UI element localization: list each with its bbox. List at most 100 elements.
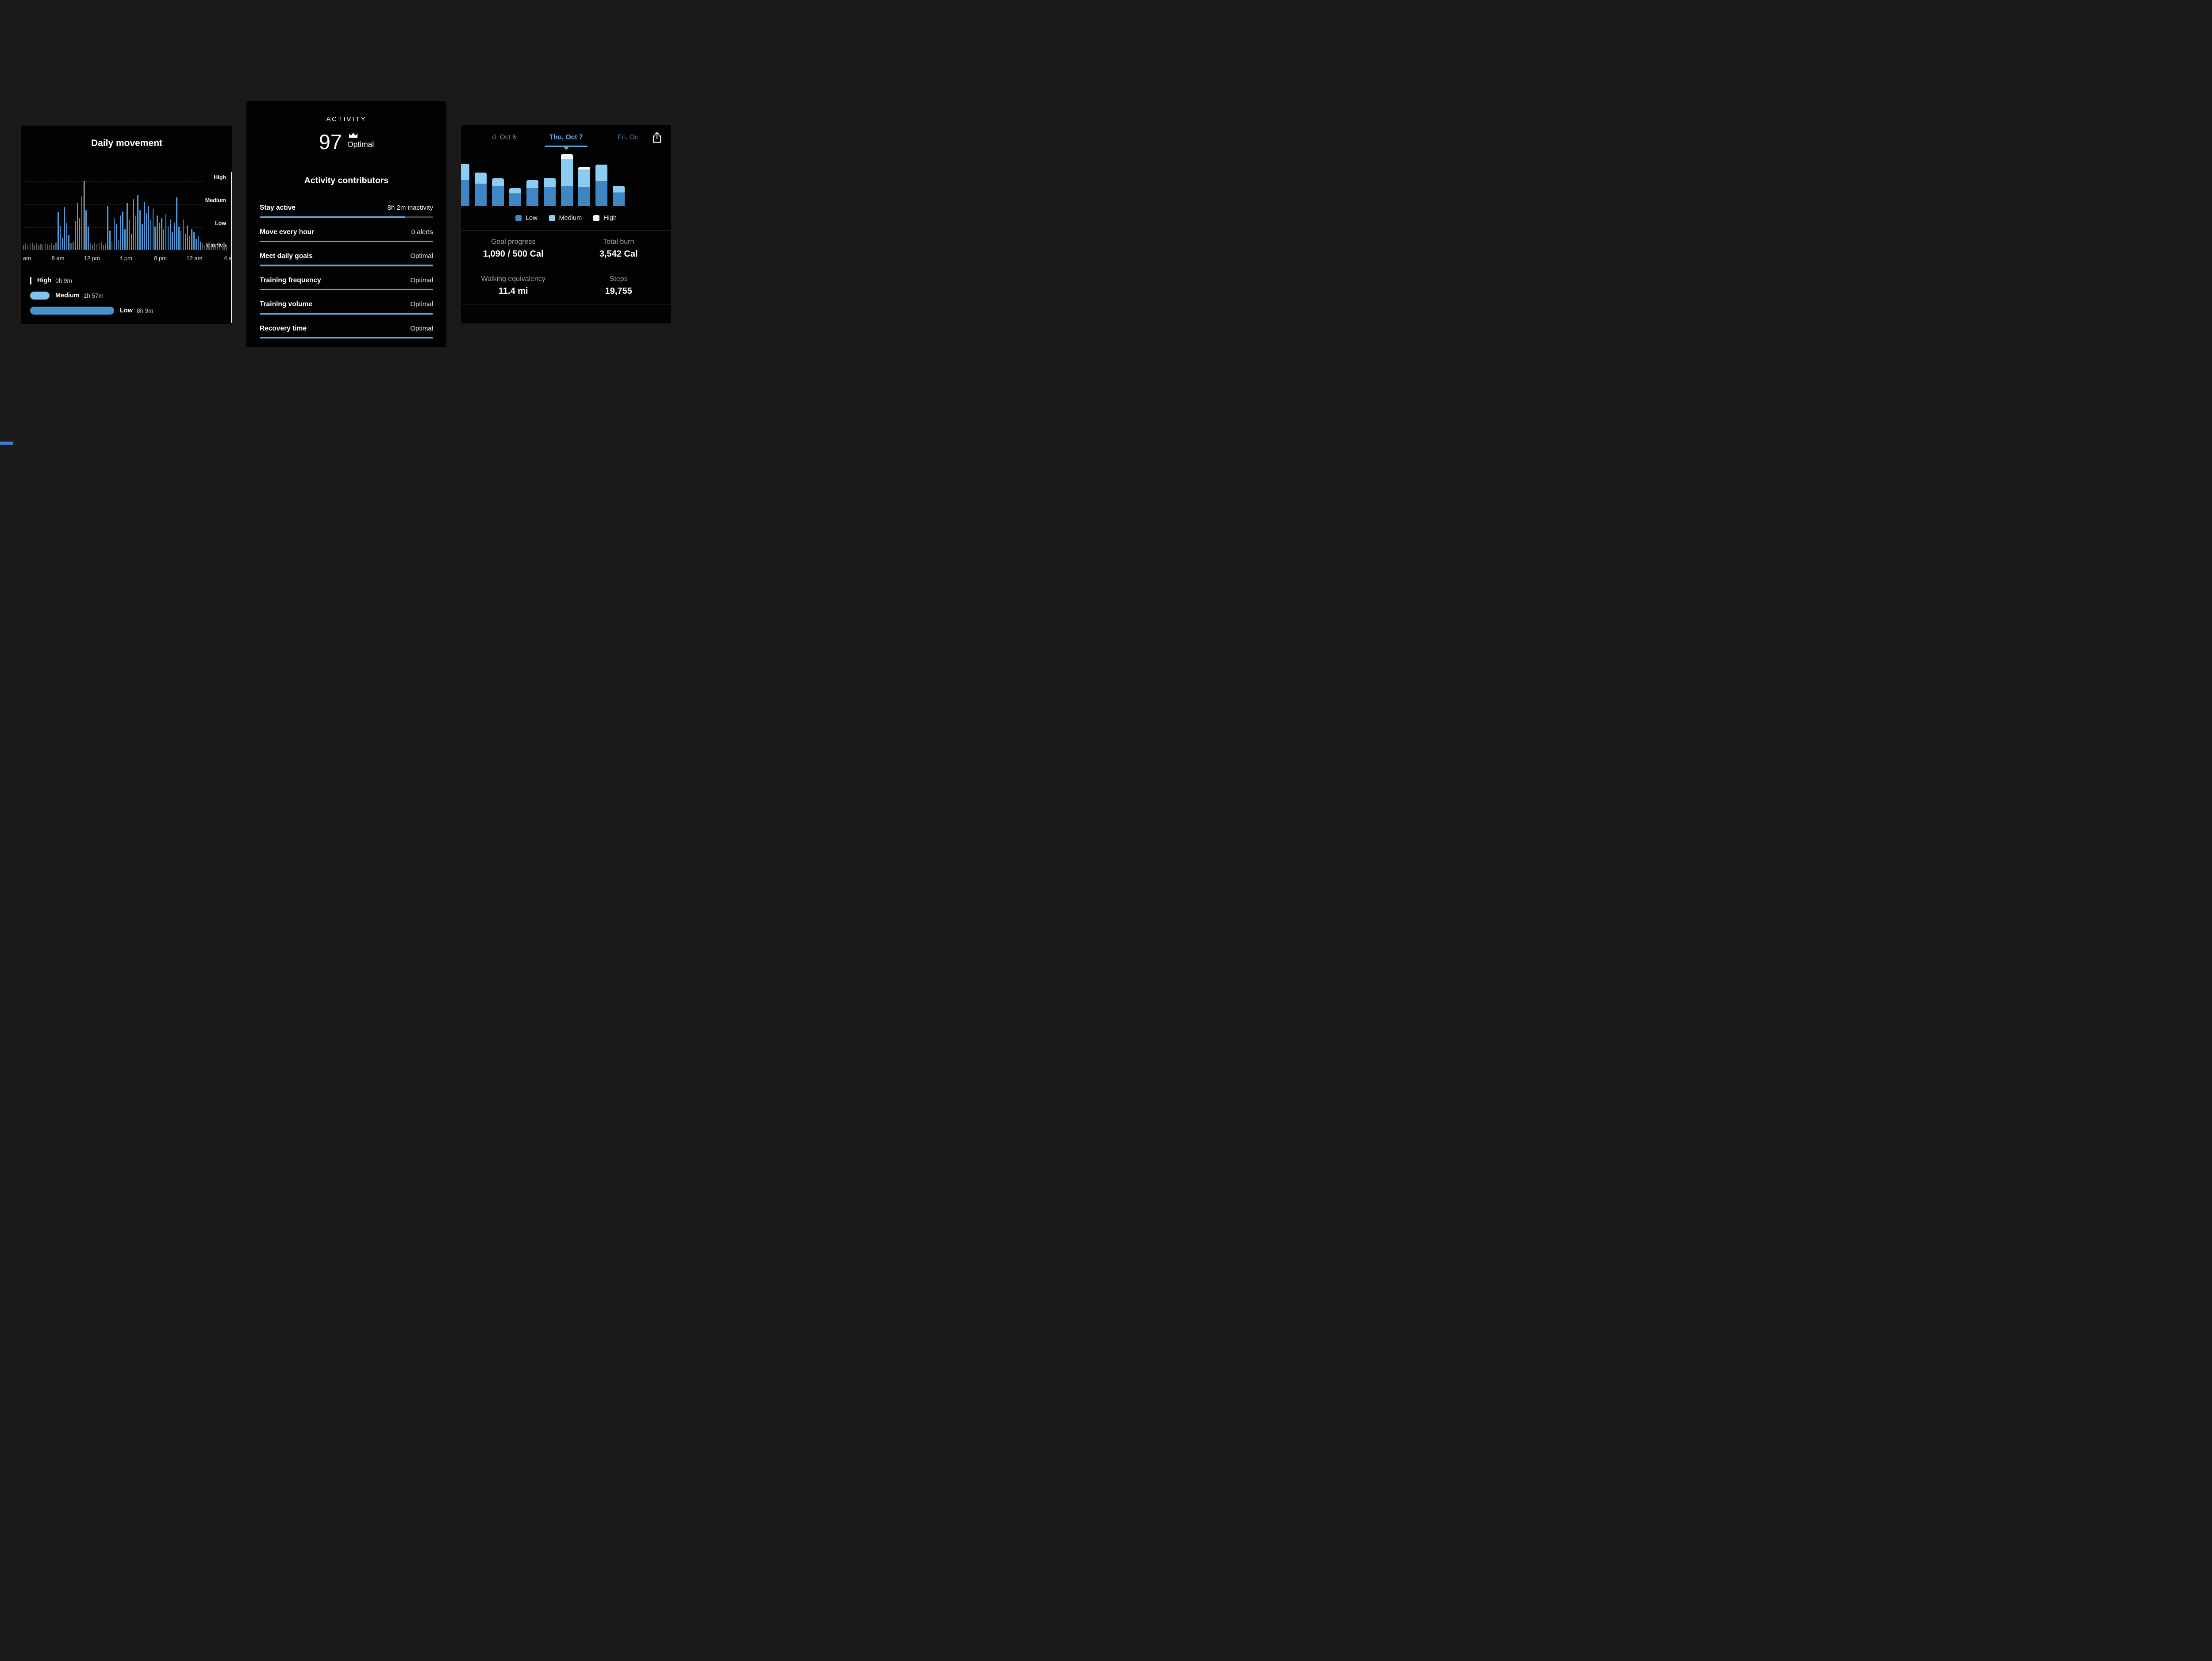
bar-segment-medium (475, 173, 487, 184)
movement-bar (61, 238, 63, 250)
bar-segment-low (492, 186, 504, 206)
movement-bar (197, 236, 199, 250)
medium-swatch (549, 215, 555, 221)
movement-bar (161, 218, 162, 250)
contributor-label: Training volume (260, 300, 312, 308)
contributor-progress-track (260, 216, 433, 218)
movement-bar (83, 181, 85, 250)
x-axis-label: 12 am (186, 255, 203, 261)
movement-bar (109, 231, 111, 250)
contributor-progress-track (260, 337, 433, 338)
movement-bar (159, 223, 160, 250)
movement-bar (64, 207, 65, 250)
bar-segment-medium (561, 159, 573, 186)
bar-segment-high (561, 154, 573, 159)
x-axis-label: 4 a (224, 255, 232, 261)
movement-bar (94, 242, 96, 250)
weekly-tabs: d, Oct 6 Thu, Oct 7 Fri, Oc (461, 134, 671, 142)
movement-bar (213, 243, 214, 250)
daily-movement-chart: High Medium Low Inactive (23, 172, 229, 250)
movement-bar (127, 203, 128, 250)
stat-walking-equivalency: Walking equivalency 11.4 mi (461, 267, 566, 304)
movement-bar (34, 245, 35, 250)
tab-selected-day[interactable]: Thu, Oct 7 (549, 134, 583, 141)
contributor-row[interactable]: Move every hour 0 alerts (260, 228, 433, 242)
movement-bar (107, 206, 108, 250)
contributor-label: Move every hour (260, 228, 315, 236)
stacked-bar[interactable] (613, 186, 625, 206)
movement-bar (219, 243, 221, 250)
movement-bar (204, 245, 206, 250)
movement-bar (70, 243, 72, 250)
stat-label: Goal progress (491, 238, 536, 246)
movement-bar (226, 245, 227, 250)
tab-next-day[interactable]: Fri, Oc (618, 134, 638, 141)
stat-label: Walking equivalency (481, 275, 545, 283)
movement-bar (152, 208, 154, 250)
stat-label: Steps (609, 275, 628, 283)
stat-value: 19,755 (605, 286, 632, 296)
bar-segment-medium (492, 178, 504, 186)
movement-bar (46, 244, 48, 250)
contributor-row[interactable]: Meet daily goals Optimal (260, 252, 433, 266)
stat-steps: Steps 19,755 (566, 267, 671, 304)
stacked-bar[interactable] (461, 164, 469, 206)
movement-bar (55, 242, 57, 250)
movement-bar (215, 244, 216, 250)
contributor-value: 8h 2m inactivity (387, 204, 433, 211)
movement-bar (51, 243, 52, 250)
legend-item-medium: Medium (549, 215, 582, 222)
x-axis-label: 8 am (51, 255, 65, 261)
legend-item-medium: Medium 1h 57m (30, 291, 154, 300)
daily-movement-card: Daily movement High Medium Low Inactive … (21, 126, 232, 324)
movement-bar (111, 242, 113, 250)
contributor-row[interactable]: Training frequency Optimal (260, 276, 433, 290)
bar-segment-medium (509, 188, 521, 193)
bar-segment-medium (461, 164, 469, 180)
movement-bar (68, 235, 69, 250)
movement-bar (182, 219, 184, 250)
movement-bar (81, 196, 83, 250)
contributor-row[interactable]: Recovery time Optimal (260, 325, 433, 338)
scroll-indicator[interactable] (230, 172, 232, 323)
stat-value: 1,090 / 500 Cal (483, 249, 544, 259)
contributor-row[interactable]: Stay active 8h 2m inactivity (260, 204, 433, 218)
contributor-row[interactable]: Training volume Optimal (260, 300, 433, 315)
medium-swatch (30, 292, 50, 300)
movement-bar (85, 210, 87, 250)
movement-bar (120, 215, 121, 250)
movement-bar (167, 227, 169, 250)
movement-bar (189, 236, 190, 250)
x-axis-label: 4 pm (119, 255, 132, 261)
activity-score-block: 97 Optimal (246, 131, 446, 152)
movement-bar (103, 245, 104, 250)
movement-bar (88, 227, 89, 250)
movement-bar (27, 245, 29, 250)
movement-bar (98, 243, 100, 250)
tab-prev-day[interactable]: d, Oct 6 (492, 134, 516, 141)
legend-label: High (37, 277, 52, 284)
movement-bar (208, 242, 210, 250)
movement-bar (178, 227, 180, 250)
movement-bar (66, 223, 68, 250)
stacked-bar[interactable] (544, 178, 556, 206)
movement-bar (29, 244, 31, 250)
contributor-value: Optimal (410, 276, 433, 284)
movement-bar (163, 229, 165, 250)
stacked-bar[interactable] (509, 188, 521, 206)
movement-bar (206, 244, 207, 250)
stacked-bar[interactable] (595, 165, 607, 206)
x-axis-label: am (23, 255, 31, 261)
contributor-progress-track (260, 313, 433, 315)
stacked-bar[interactable] (475, 173, 487, 206)
stacked-bar[interactable] (561, 154, 573, 206)
stacked-bar[interactable] (492, 178, 504, 206)
share-icon[interactable] (649, 130, 665, 146)
stacked-bar[interactable] (578, 167, 590, 206)
weekly-summary-card: d, Oct 6 Thu, Oct 7 Fri, Oc Low Medium High … (461, 125, 671, 323)
movement-bar (217, 245, 219, 250)
movement-bar (146, 213, 147, 250)
movement-bar (58, 212, 59, 250)
stacked-bar[interactable] (526, 180, 538, 206)
movement-bar (38, 245, 39, 250)
